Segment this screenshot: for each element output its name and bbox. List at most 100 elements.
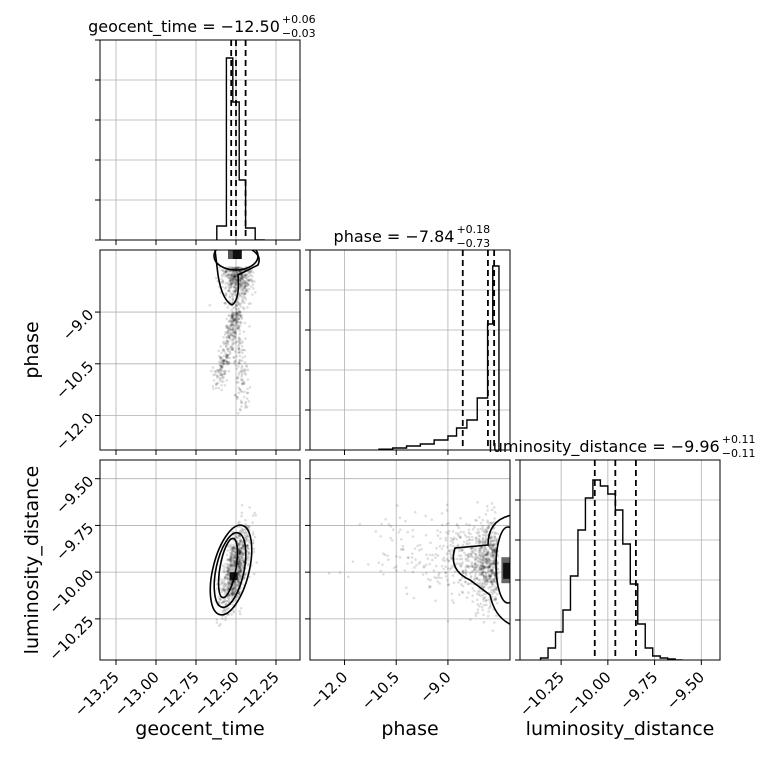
scatter-point (226, 362, 229, 365)
scatter-point (469, 555, 473, 558)
scatter-point (461, 548, 464, 551)
scatter-point (220, 366, 224, 369)
scatter-point (223, 370, 227, 373)
scatter-point (233, 589, 237, 593)
scatter-point (236, 376, 240, 379)
scatter-point (230, 552, 234, 556)
scatter-point (220, 365, 224, 369)
scatter-point (231, 603, 235, 607)
scatter-point (237, 559, 241, 562)
scatter-point (482, 567, 485, 571)
scatter-point (445, 523, 449, 526)
scatter-point (231, 319, 235, 323)
scatter-point (230, 592, 233, 596)
scatter-point (226, 272, 229, 276)
scatter-point (222, 335, 225, 339)
scatter-point (473, 562, 477, 566)
scatter-point (234, 317, 237, 321)
scatter-point (224, 270, 228, 273)
scatter-point (226, 569, 230, 573)
scatter-point (491, 550, 495, 553)
scatter-point (459, 578, 462, 582)
scatter-point (231, 587, 235, 591)
scatter-point (220, 373, 224, 376)
scatter-point (398, 556, 402, 559)
scatter-point (237, 312, 240, 316)
scatter-point (493, 579, 497, 582)
scatter-point (243, 321, 247, 325)
scatter-point (467, 528, 471, 531)
scatter-point (248, 278, 252, 282)
scatter-point (227, 360, 231, 364)
scatter-point (230, 313, 234, 316)
scatter-point (479, 565, 482, 569)
scatter-point (242, 560, 245, 564)
scatter-point (246, 284, 249, 287)
scatter-point (483, 553, 487, 557)
scatter-point (474, 536, 478, 540)
scatter-point (243, 576, 246, 579)
scatter-point (491, 548, 494, 551)
scatter-point (237, 309, 241, 313)
scatter-point (235, 326, 239, 330)
scatter-point (231, 272, 234, 276)
scatter-point (477, 515, 481, 519)
scatter-point (235, 319, 238, 323)
scatter-point (238, 570, 241, 574)
scatter-point (236, 395, 239, 399)
scatter-point (455, 557, 459, 561)
scatter-point (236, 535, 239, 538)
scatter-point (461, 591, 465, 595)
scatter-point (244, 337, 247, 340)
scatter-point (232, 316, 235, 320)
scatter-point (489, 555, 493, 558)
scatter-point (232, 560, 236, 563)
scatter-point (214, 386, 218, 390)
scatter-point (227, 289, 231, 293)
scatter-point (456, 543, 460, 546)
scatter-point (225, 363, 228, 366)
scatter-point (247, 555, 250, 558)
scatter-point (493, 621, 496, 624)
scatter-point (242, 544, 245, 547)
scatter-point (485, 562, 488, 565)
scatter-point (215, 621, 219, 624)
scatter-point (231, 348, 235, 351)
scatter-point (231, 558, 234, 561)
scatter-point (222, 600, 225, 604)
scatter-point (234, 274, 238, 278)
scatter-point (496, 554, 500, 558)
scatter-point (222, 570, 225, 574)
scatter-point (482, 549, 486, 552)
scatter-point (240, 546, 244, 549)
scatter-point (235, 304, 238, 308)
scatter-point (219, 345, 223, 348)
scatter-point (456, 544, 460, 548)
scatter-point (232, 286, 236, 289)
scatter-point (449, 556, 453, 559)
scatter-point (491, 545, 494, 549)
scatter-point (228, 581, 232, 584)
scatter-point (488, 545, 491, 548)
scatter-point (237, 380, 240, 384)
scatter-point (240, 551, 244, 554)
scatter-point (481, 582, 484, 586)
scatter-point (217, 368, 220, 372)
scatter-point (240, 401, 244, 405)
scatter-point (492, 560, 496, 564)
scatter-point (450, 557, 453, 561)
density-cell (229, 566, 238, 577)
scatter-point (233, 553, 236, 557)
scatter-point (487, 524, 490, 527)
scatter-point (227, 369, 231, 373)
scatter-point (232, 546, 236, 549)
scatter-point (246, 546, 250, 550)
scatter-point (224, 341, 228, 345)
scatter-point (235, 316, 238, 319)
scatter-point (237, 542, 241, 546)
scatter-point (231, 297, 235, 301)
scatter-point (231, 346, 235, 350)
scatter-point (236, 270, 240, 274)
scatter-point (405, 592, 409, 596)
scatter-point (241, 289, 245, 292)
